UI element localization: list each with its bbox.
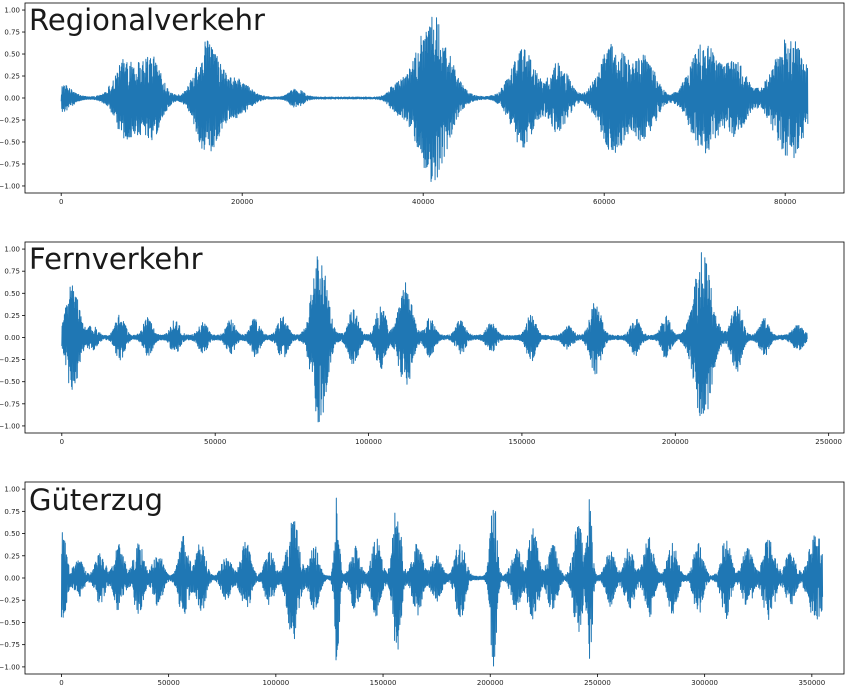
- ytick-label: −0.75: [0, 641, 20, 649]
- xtick-label: 250000: [584, 679, 611, 686]
- panel-gueterzug-yticks: 1.00 0.75 0.50 0.25 0.00 −0.25 −0.50 −0.75 −1.00: [0, 486, 25, 671]
- ytick-label: 0.50: [4, 290, 20, 298]
- ytick-label: 0.00: [4, 95, 20, 103]
- panel-fernverkehr-xticks: 0 50000 100000 150000 200000 250000: [60, 433, 842, 446]
- ytick-label: −1.00: [0, 182, 20, 190]
- ytick-label: 1.00: [4, 7, 20, 15]
- xtick-label: 50000: [158, 679, 180, 686]
- xtick-label: 0: [59, 679, 63, 686]
- ytick-label: −1.00: [0, 663, 20, 671]
- xtick-label: 100000: [262, 679, 289, 686]
- panel-regionalverkehr-waveform: [60, 16, 809, 182]
- panel-fernverkehr: 1.00 0.75 0.50 0.25 0.00 −0.25 −0.50 −0.75 −1.00…: [0, 241, 845, 446]
- xtick-label: 50000: [204, 438, 226, 446]
- xtick-label: 150000: [509, 438, 536, 446]
- panel-regionalverkehr-xticks: 0 20000 40000 60000 80000: [59, 193, 796, 206]
- panel-gueterzug: 1.00 0.75 0.50 0.25 0.00 −0.25 −0.50 −0.75 −1.00…: [0, 481, 845, 686]
- ytick-label: −0.50: [0, 378, 20, 386]
- panel-regionalverkehr-yticks: 1.00 0.75 0.50 0.25 0.00 −0.25 −0.50 −0.75 −1.00: [0, 7, 25, 190]
- panel-gueterzug-waveform: [60, 497, 824, 667]
- ytick-label: 0.25: [4, 73, 20, 81]
- ytick-label: 0.00: [4, 334, 20, 342]
- xtick-label: 150000: [370, 679, 397, 686]
- xtick-label: 0: [59, 198, 63, 206]
- panel-fernverkehr-waveform: [61, 252, 808, 423]
- xtick-label: 300000: [691, 679, 718, 686]
- ytick-label: 0.75: [4, 268, 20, 276]
- xtick-label: 40000: [412, 198, 434, 206]
- ytick-label: 0.75: [4, 29, 20, 37]
- xtick-label: 60000: [593, 198, 615, 206]
- panel-fernverkehr-yticks: 1.00 0.75 0.50 0.25 0.00 −0.25 −0.50 −0.75 −1.00: [0, 246, 25, 430]
- ytick-label: 0.25: [4, 552, 20, 560]
- ytick-label: 1.00: [4, 246, 20, 254]
- ytick-label: 0.00: [4, 575, 20, 583]
- ytick-label: 1.00: [4, 486, 20, 494]
- xtick-label: 200000: [477, 679, 504, 686]
- ytick-label: −0.50: [0, 619, 20, 627]
- ytick-label: 0.50: [4, 51, 20, 59]
- panel-gueterzug-xticks: 0 50000 100000 150000 200000 250000 300000 3500…: [59, 674, 825, 686]
- xtick-label: 350000: [798, 679, 825, 686]
- ytick-label: −0.50: [0, 138, 20, 146]
- panel-gueterzug-title: Güterzug: [29, 483, 163, 517]
- xtick-label: 80000: [774, 198, 796, 206]
- ytick-label: −0.75: [0, 160, 20, 168]
- ytick-label: 0.50: [4, 530, 20, 538]
- ytick-label: 0.25: [4, 312, 20, 320]
- ytick-label: −0.25: [0, 116, 20, 124]
- ytick-label: −0.75: [0, 400, 20, 408]
- xtick-label: 200000: [662, 438, 689, 446]
- panel-regionalverkehr-title: Regionalverkehr: [29, 3, 265, 37]
- xtick-label: 20000: [231, 198, 253, 206]
- ytick-label: −0.25: [0, 356, 20, 364]
- ytick-label: −1.00: [0, 422, 20, 430]
- ytick-label: −0.25: [0, 597, 20, 605]
- xtick-label: 0: [60, 438, 64, 446]
- ytick-label: 0.75: [4, 508, 20, 516]
- panel-fernverkehr-title: Fernverkehr: [29, 242, 203, 276]
- xtick-label: 250000: [815, 438, 842, 446]
- xtick-label: 100000: [355, 438, 382, 446]
- panel-regionalverkehr: 1.00 0.75 0.50 0.25 0.00 −0.25 −0.50 −0.75 −1.00…: [0, 2, 845, 206]
